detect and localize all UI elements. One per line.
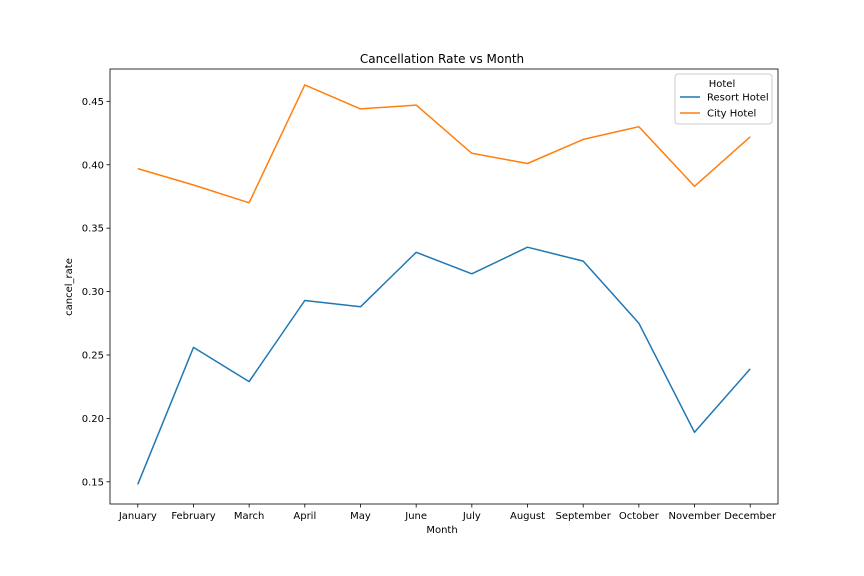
legend-box xyxy=(674,73,773,125)
series-layer xyxy=(137,84,751,485)
x-tick-label: October xyxy=(619,511,660,522)
y-tick-label: 0.35 xyxy=(82,224,104,235)
x-tick-label: February xyxy=(171,511,215,522)
y-tick-label: 0.15 xyxy=(82,477,104,488)
y-axis-label: cancel_rate xyxy=(64,258,75,316)
x-tick-label: June xyxy=(404,511,427,522)
y-tick-label: 0.45 xyxy=(82,97,104,108)
x-tick-label: December xyxy=(724,511,777,522)
x-axis-ticks: January February March April May June July Augu… xyxy=(118,504,777,522)
legend-label-city-hotel: City Hotel xyxy=(707,109,756,120)
series-line-resort-hotel xyxy=(137,246,751,485)
plot-area xyxy=(109,68,779,505)
x-tick-label: May xyxy=(350,511,371,522)
y-tick-label: 0.30 xyxy=(82,287,104,298)
x-tick-label: November xyxy=(669,511,722,522)
x-tick-label: April xyxy=(293,511,316,522)
legend-title: Hotel xyxy=(709,79,736,90)
y-tick-label: 0.20 xyxy=(82,414,104,425)
x-axis-label: Month xyxy=(426,525,457,536)
x-tick-label: September xyxy=(556,511,612,522)
y-tick-label: 0.25 xyxy=(82,350,104,361)
plot-frame xyxy=(109,68,779,505)
legend-entries: Resort Hotel City Hotel xyxy=(680,93,769,120)
chart-title: Cancellation Rate vs Month xyxy=(360,52,524,66)
legend: Hotel Resort Hotel City Hotel xyxy=(674,73,773,125)
x-tick-label: July xyxy=(462,511,481,522)
legend-label-resort-hotel: Resort Hotel xyxy=(707,93,769,104)
x-tick-label: August xyxy=(510,511,545,522)
x-tick-label: January xyxy=(118,511,157,522)
y-axis-ticks: 0.15 0.20 0.25 0.30 0.35 0.40 0.45 xyxy=(82,97,110,488)
y-tick-label: 0.40 xyxy=(82,160,104,171)
series-line-city-hotel xyxy=(137,84,751,204)
x-tick-label: March xyxy=(234,511,264,522)
